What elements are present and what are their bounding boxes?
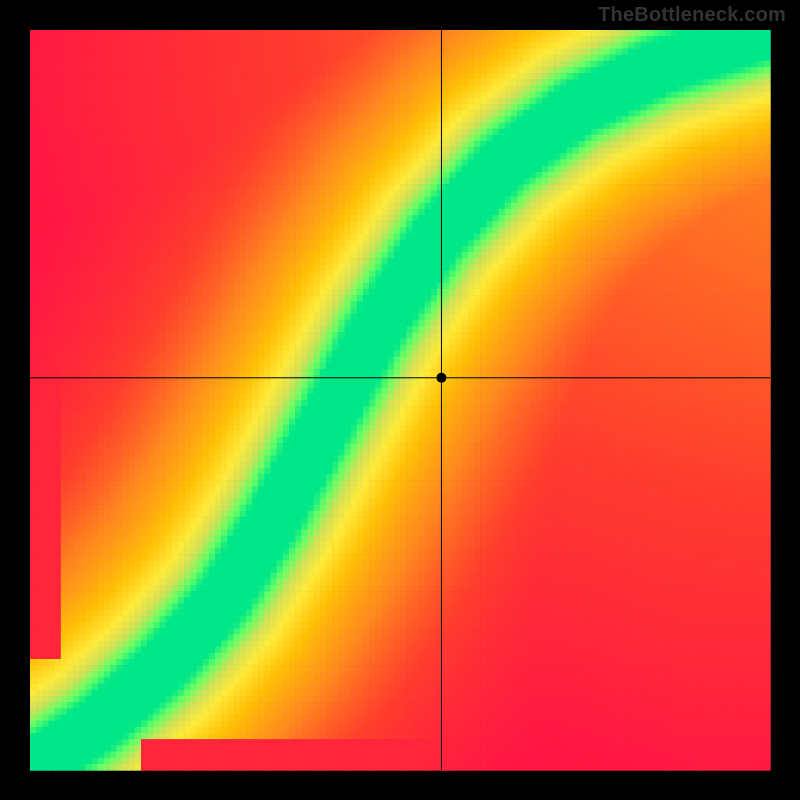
watermark-text: TheBottleneck.com	[598, 4, 786, 27]
bottleneck-heatmap	[0, 0, 800, 800]
chart-container: TheBottleneck.com	[0, 0, 800, 800]
